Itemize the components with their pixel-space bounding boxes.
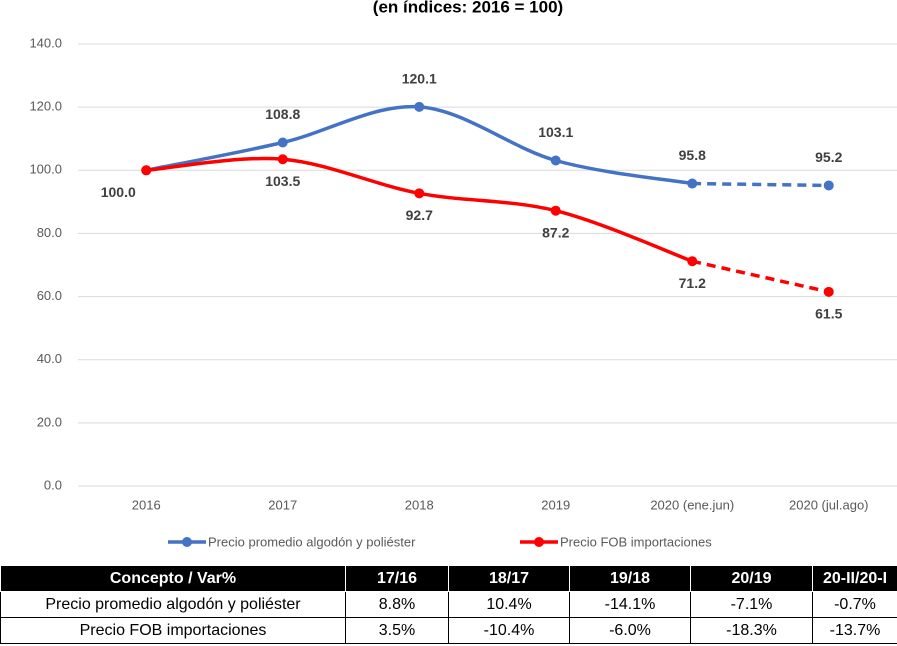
header-cell: 19/18 (569, 565, 691, 592)
legend-marker (534, 537, 544, 547)
x-tick-label: 2020 (jul.ago) (789, 497, 869, 512)
point (687, 178, 698, 189)
x-tick-label: 2020 (ene.jun) (650, 497, 734, 512)
legend-marker (182, 537, 192, 547)
table-cell: -13.7% (812, 617, 897, 644)
point (277, 154, 288, 165)
header-cell: Concepto / Var% (0, 565, 346, 592)
table-row: Precio promedio algodón y poliéster 8.8% 1… (0, 591, 897, 618)
data-label: 108.8 (265, 106, 300, 122)
data-label: 61.5 (815, 306, 842, 322)
chart-title: (en índices: 2016 = 100) (373, 0, 563, 16)
data-label: 100.0 (101, 184, 136, 200)
table-cell: 3.5% (345, 617, 449, 644)
point (550, 155, 561, 166)
point (823, 286, 834, 297)
legend-label: Precio promedio algodón y poliéster (208, 534, 416, 549)
table-cell: Precio promedio algodón y poliéster (0, 591, 346, 618)
x-tick-label: 2018 (405, 497, 434, 512)
point (277, 137, 288, 148)
data-label: 103.1 (538, 124, 573, 140)
data-label: 95.2 (815, 149, 842, 165)
table-cell: 8.8% (345, 591, 449, 618)
table-cell: 10.4% (448, 591, 570, 618)
header-cell: 18/17 (448, 565, 570, 592)
y-tick-label: 60.0 (37, 288, 62, 303)
header-cell: 20-II/20-I (812, 565, 897, 592)
series-line (145, 104, 693, 186)
chart: (en índices: 2016 = 100) 0.0 20.0 40.0 60.0… (29, 0, 897, 549)
table-cell: -7.1% (690, 591, 813, 618)
table-cell: -6.0% (569, 617, 691, 644)
table-cell: -10.4% (448, 617, 570, 644)
data-label: 92.7 (406, 207, 433, 223)
point (414, 101, 425, 112)
data-label: 120.1 (402, 71, 437, 87)
y-tick-label: 80.0 (37, 225, 62, 240)
data-label: 95.8 (679, 147, 706, 163)
point (141, 165, 152, 176)
y-tick-label: 120.0 (29, 99, 62, 114)
table-cell: -18.3% (690, 617, 813, 644)
data-label: 87.2 (542, 224, 569, 240)
legend-label: Precio FOB importaciones (560, 534, 712, 549)
series-line-dashed (692, 181, 829, 188)
data-label: 71.2 (679, 275, 706, 291)
series-line-dashed (691, 259, 830, 294)
table: Concepto / Var% 17/16 18/17 19/18 20/19 20-II… (0, 565, 897, 644)
point (550, 205, 561, 216)
header-cell: 20/19 (690, 565, 813, 592)
x-tick-label: 2016 (132, 497, 161, 512)
y-tick-label: 20.0 (37, 414, 62, 429)
point (414, 188, 425, 199)
table-cell: -14.1% (569, 591, 691, 618)
header-cell: 17/16 (345, 565, 449, 592)
y-tick-label: 100.0 (29, 162, 62, 177)
y-tick-label: 140.0 (29, 35, 62, 50)
x-tick-label: 2019 (541, 497, 570, 512)
x-tick-label: 2017 (268, 497, 297, 512)
header-row: Concepto / Var% 17/16 18/17 19/18 20/19 20-II… (0, 565, 897, 592)
point (687, 256, 698, 267)
table-cell: Precio FOB importaciones (0, 617, 346, 644)
data-label: 103.5 (265, 173, 300, 189)
point (823, 180, 834, 191)
y-tick-label: 40.0 (37, 351, 62, 366)
y-tick-label: 0.0 (44, 477, 62, 492)
table-cell: -0.7% (812, 591, 897, 618)
table-row: Precio FOB importaciones 3.5% -10.4% -6.0% -… (0, 617, 897, 644)
